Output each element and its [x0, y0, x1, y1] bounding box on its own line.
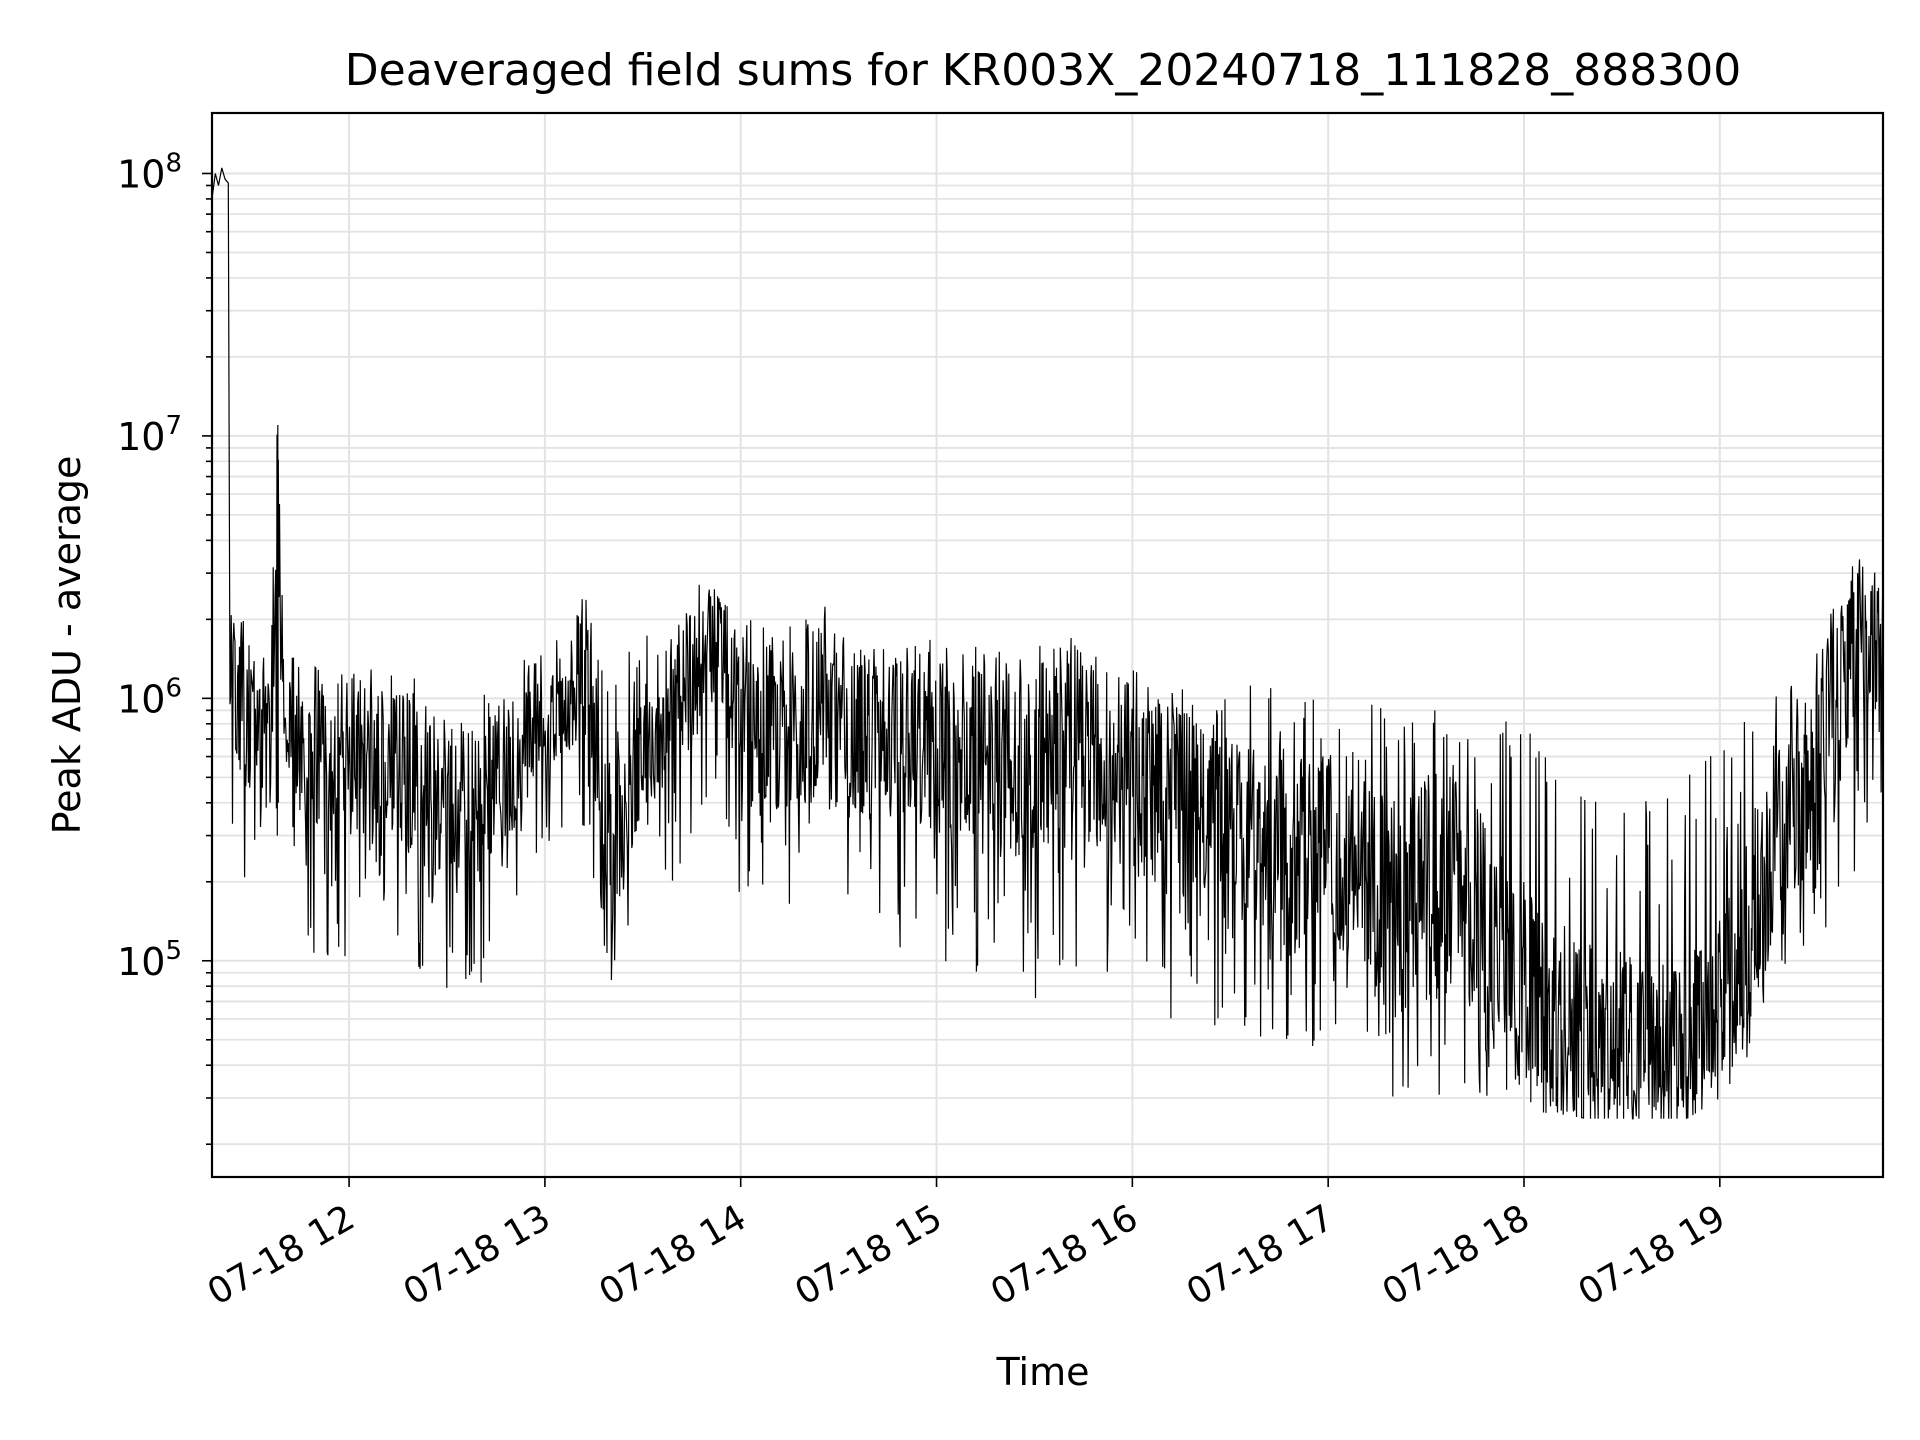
- y-tick-label: 108: [117, 148, 182, 196]
- y-tick-exponent: 8: [165, 148, 182, 178]
- y-tick-exponent: 7: [165, 411, 182, 441]
- series-line-group: [211, 167, 1884, 1120]
- y-tick-exponent: 6: [165, 673, 182, 703]
- series-line: [211, 167, 1884, 1120]
- y-tick-base: 10: [117, 940, 165, 984]
- x-axis-label: Time: [996, 1350, 1090, 1394]
- y-tick-exponent: 5: [165, 936, 182, 966]
- y-tick-base: 10: [117, 152, 165, 196]
- y-tick-label: 106: [117, 673, 182, 721]
- plot-area-frame: [210, 111, 1885, 1179]
- y-tick-label: 105: [117, 936, 182, 984]
- y-axis-label: Peak ADU - average: [45, 456, 89, 835]
- chart-title: Deaveraged field sums for KR003X_2024071…: [345, 45, 1741, 96]
- y-tick-base: 10: [117, 415, 165, 459]
- y-tick-base: 10: [117, 677, 165, 721]
- y-tick-label: 107: [117, 411, 182, 459]
